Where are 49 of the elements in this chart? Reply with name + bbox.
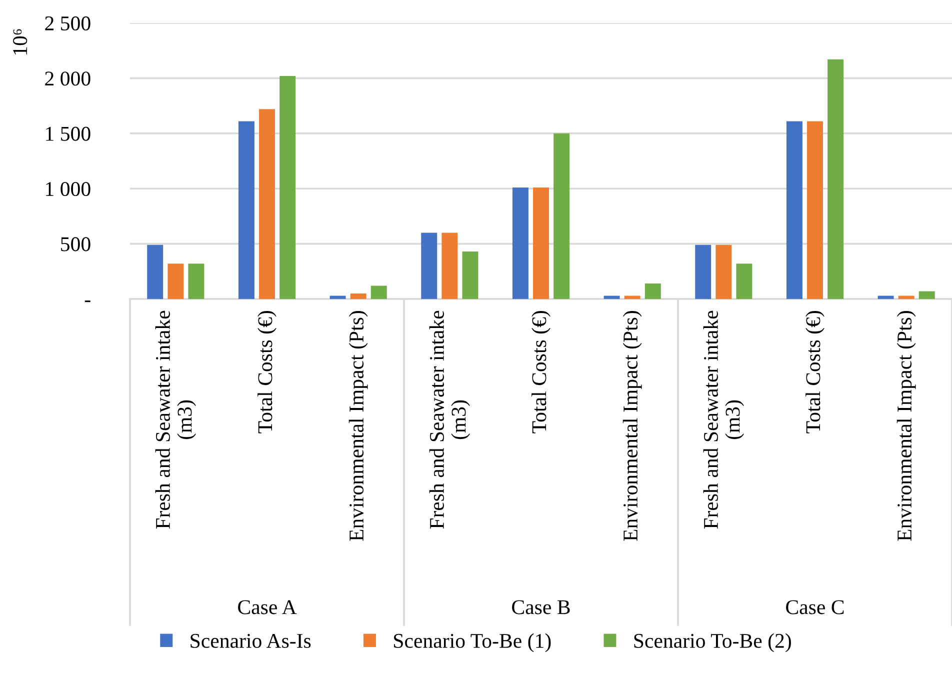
legend-label: Scenario To-Be (2) <box>634 633 791 652</box>
x-tick-label: Fresh and Seawater intake (m3) <box>429 310 470 529</box>
y-tick-label: 2 000 <box>45 72 90 86</box>
bar <box>238 121 254 299</box>
x-tick-label: Total Costs (€) <box>258 311 276 434</box>
x-tick-label: Environmental Impact (Pts) <box>622 311 642 541</box>
x-tick-label: Total Costs (€) <box>806 311 824 434</box>
y-tick-label: - <box>84 300 90 302</box>
bar <box>350 293 366 299</box>
bar <box>828 59 844 299</box>
bar <box>878 296 894 299</box>
bar <box>554 133 570 299</box>
bar <box>624 296 640 299</box>
x-tick-label: Environmental Impact (Pts) <box>348 311 368 541</box>
x-tick-label: Fresh and Seawater intake (m3) <box>155 310 196 529</box>
bar <box>918 291 935 299</box>
y-tick-label: 1 000 <box>46 182 90 196</box>
bar <box>421 232 438 299</box>
y-tick-label: 500 <box>61 237 90 252</box>
bar <box>147 244 164 299</box>
bar <box>280 76 296 299</box>
legend-label: Scenario As-Is <box>190 634 311 648</box>
bar <box>604 296 620 299</box>
x-tick-label: Environmental Impact (Pts) <box>896 311 916 541</box>
bar <box>807 121 823 299</box>
bar <box>533 187 549 299</box>
x-tick-label: Total Costs (€) <box>532 311 550 434</box>
bar <box>695 244 712 299</box>
text: Case C <box>786 600 844 614</box>
bar <box>786 121 802 299</box>
bar <box>512 187 528 299</box>
bar <box>330 296 346 299</box>
x-tick-label: Fresh and Seawater intake (m3) <box>703 310 744 529</box>
bar <box>370 286 387 299</box>
bar <box>188 264 204 299</box>
bar <box>462 252 478 299</box>
bar <box>259 109 275 299</box>
text: Case A <box>238 600 297 614</box>
y-tick-label: 1 500 <box>46 126 90 141</box>
bar <box>716 244 732 299</box>
bar <box>736 264 752 299</box>
bar <box>168 264 184 299</box>
bar <box>442 232 458 299</box>
legend-label: Scenario To-Be (1) <box>394 633 551 652</box>
bar <box>898 296 914 299</box>
y-axis-title: 10⁶ <box>13 29 28 55</box>
y-tick-label: 2 500 <box>45 16 90 30</box>
bar <box>644 284 661 299</box>
text: Case B <box>512 600 570 614</box>
